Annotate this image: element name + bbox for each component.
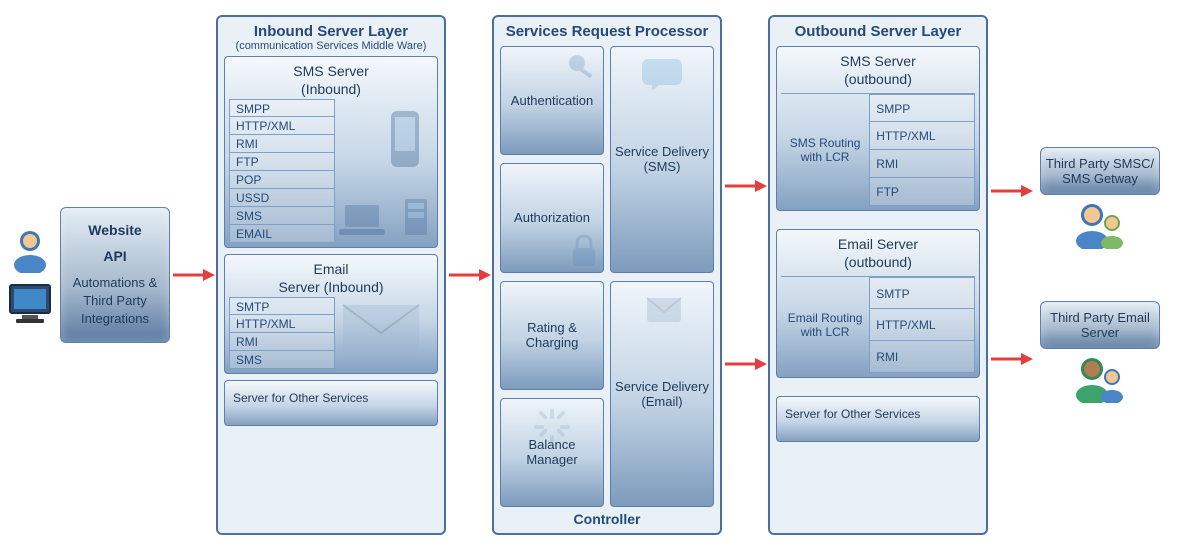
proto: RMI	[870, 150, 975, 178]
outbound-title: Outbound Server Layer	[776, 23, 980, 40]
inbound-other-panel: Server for Other Services	[224, 380, 438, 426]
srp-auth-label: Authentication	[511, 93, 593, 108]
inbound-subtitle: (communication Services Middle Ware)	[224, 40, 438, 52]
source-website: Website	[67, 222, 163, 238]
srp-balance: Balance Manager	[500, 398, 604, 507]
proto: SMPP	[870, 94, 975, 122]
proto: FTP	[870, 178, 975, 206]
arrow-3b	[723, 355, 767, 373]
lock-icon	[569, 234, 599, 268]
inbound-email-protocols: SMTP HTTP/XML RMI SMS	[229, 297, 335, 369]
proto: SMS	[229, 207, 335, 225]
phone-icon	[385, 109, 425, 169]
arrow-4a	[989, 182, 1033, 200]
laptop-icon	[337, 203, 387, 237]
outbound-sms-title-2: (outbound)	[781, 69, 975, 89]
email-routing: Email Routing with LCR	[781, 277, 870, 373]
srp-delivery-email-label: Service Delivery (Email)	[615, 379, 709, 409]
outbound-layer: Outbound Server Layer SMS Server (outbou…	[768, 15, 988, 535]
inbound-email-title-2: Server (Inbound)	[229, 277, 433, 297]
controller-label: Controller	[500, 511, 714, 527]
mailfly-icon	[639, 292, 685, 326]
monitor-icon	[6, 283, 54, 325]
source-box: Website API Automations & Third Party In…	[60, 207, 170, 344]
srp-delivery-email: Service Delivery (Email)	[610, 281, 714, 508]
spinner-icon	[532, 407, 572, 447]
proto: FTP	[229, 153, 335, 171]
inbound-other-label: Server for Other Services	[231, 387, 370, 409]
keys-icon	[565, 51, 599, 85]
user-icon	[6, 225, 54, 273]
outbound-sms-panel: SMS Server (outbound) SMS Routing with L…	[776, 46, 980, 211]
proto: HTTP/XML	[229, 117, 335, 135]
arrow-4b	[989, 350, 1033, 368]
proto: SMPP	[229, 99, 335, 117]
outbound-sms-title-1: SMS Server	[781, 51, 975, 71]
proto: HTTP/XML	[229, 315, 335, 333]
outbound-email-title-1: Email Server	[781, 234, 975, 254]
outbound-email-panel: Email Server (outbound) Email Routing wi…	[776, 229, 980, 378]
people-icon	[1070, 199, 1130, 249]
srp-layer: Services Request Processor Authenticatio…	[492, 15, 722, 535]
source-integrations: Automations & Third Party Integrations	[67, 274, 163, 329]
srp-rating-label: Rating & Charging	[505, 320, 599, 350]
inbound-email-title-1: Email	[229, 259, 433, 279]
source-icons	[6, 225, 54, 325]
sms-routing: SMS Routing with LCR	[781, 94, 870, 206]
srp-authz: Authorization	[500, 163, 604, 272]
inbound-layer: Inbound Server Layer (communication Serv…	[216, 15, 446, 535]
proto: SMTP	[229, 297, 335, 315]
sms-bubble-icon	[640, 57, 684, 93]
proto: EMAIL	[229, 225, 335, 243]
arrow-2	[446, 266, 492, 284]
arrow-3-group	[722, 177, 768, 373]
tp-email-box: Third Party Email Server	[1040, 301, 1160, 349]
srp-title: Services Request Processor	[500, 23, 714, 40]
inbound-sms-title-1: SMS Server	[229, 61, 433, 81]
outbound-other-panel: Server for Other Services	[776, 396, 980, 442]
outbound-email-title-2: (outbound)	[781, 252, 975, 272]
tp-smsc-box: Third Party SMSC/ SMS Getway	[1040, 147, 1160, 195]
proto: SMTP	[870, 277, 975, 309]
inbound-title: Inbound Server Layer	[224, 23, 438, 40]
srp-authz-label: Authorization	[514, 210, 590, 225]
proto: RMI	[229, 333, 335, 351]
proto: RMI	[229, 135, 335, 153]
envelope-icon	[341, 303, 421, 359]
proto: HTTP/XML	[870, 122, 975, 150]
people-icon	[1070, 353, 1130, 403]
srp-auth: Authentication	[500, 46, 604, 155]
inbound-sms-title-2: (Inbound)	[229, 79, 433, 99]
third-party-col: Third Party SMSC/ SMS Getway Third Party…	[1040, 147, 1160, 403]
arrow-4-group	[988, 182, 1034, 368]
arrow-1	[170, 266, 216, 284]
inbound-sms-panel: SMS Server (Inbound) SMPP HTTP/XML RMI F…	[224, 56, 438, 248]
srp-rating: Rating & Charging	[500, 281, 604, 390]
source-api: API	[67, 248, 163, 264]
proto: SMS	[229, 351, 335, 369]
inbound-sms-protocols: SMPP HTTP/XML RMI FTP POP USSD SMS EMAIL	[229, 99, 335, 243]
proto: POP	[229, 171, 335, 189]
proto: USSD	[229, 189, 335, 207]
srp-delivery-sms: Service Delivery (SMS)	[610, 46, 714, 273]
inbound-email-panel: Email Server (Inbound) SMTP HTTP/XML RMI…	[224, 254, 438, 374]
server-icon	[403, 197, 429, 237]
proto: HTTP/XML	[870, 309, 975, 341]
outbound-other-label: Server for Other Services	[783, 403, 922, 425]
arrow-3a	[723, 177, 767, 195]
srp-delivery-sms-label: Service Delivery (SMS)	[615, 144, 709, 174]
proto: RMI	[870, 341, 975, 373]
